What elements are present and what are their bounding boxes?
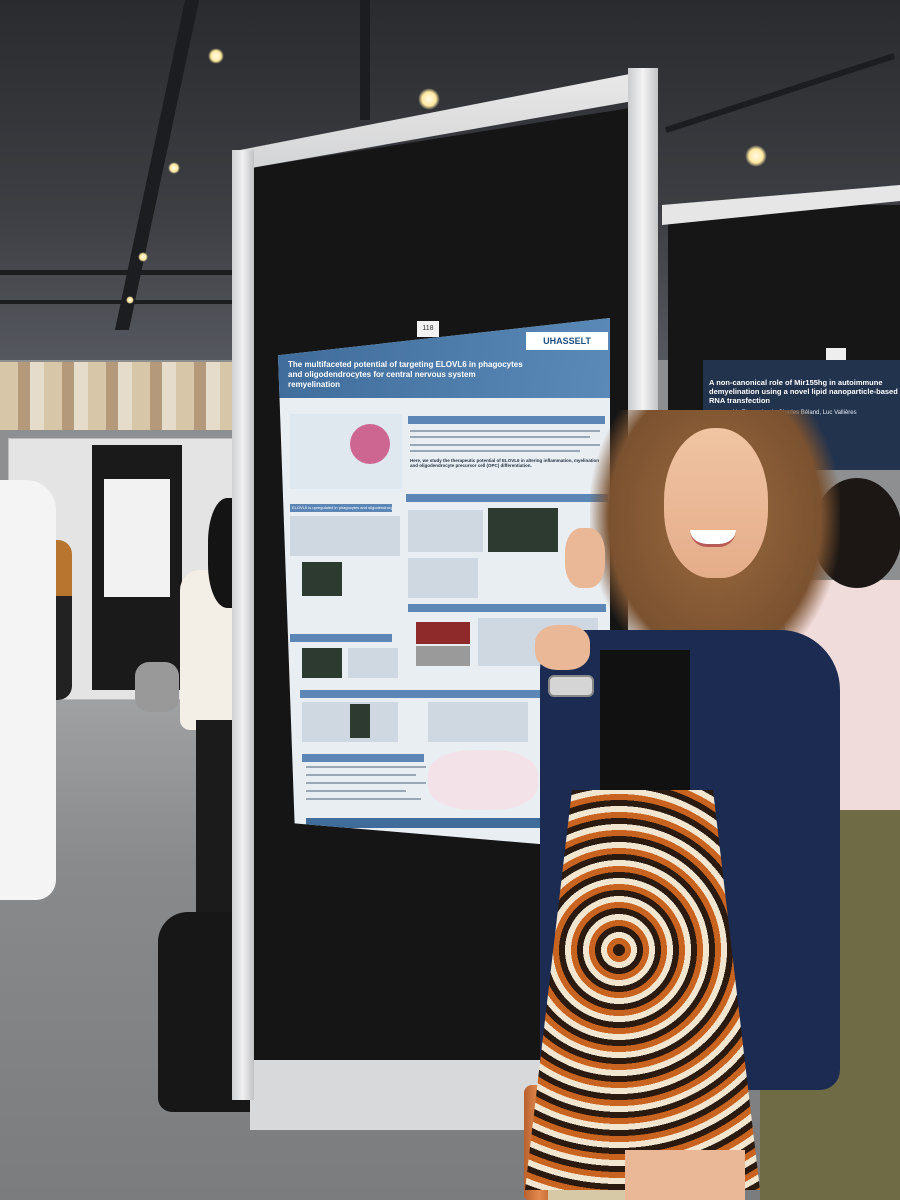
poster-text-line bbox=[306, 782, 426, 784]
poster-neuron-diagram bbox=[290, 414, 402, 489]
ceiling-lamp bbox=[418, 88, 440, 110]
background-board bbox=[92, 445, 182, 690]
poster-micrograph bbox=[302, 648, 342, 678]
poster-micrograph bbox=[302, 562, 342, 596]
poster-section-header: ELOVL6 is upregulated in phagocytes and … bbox=[290, 504, 392, 512]
ceiling-beam bbox=[664, 53, 896, 133]
university-logo: UHASSELT bbox=[526, 332, 608, 350]
poster-text-line bbox=[306, 766, 426, 768]
ceiling-lamp bbox=[745, 145, 767, 167]
neighbor-poster-title: A non-canonical role of Mir155hg in auto… bbox=[709, 378, 898, 405]
poster-title: The multifaceted potential of targeting … bbox=[288, 360, 523, 389]
ceiling-lamp bbox=[126, 296, 134, 304]
poster-section-header bbox=[300, 690, 602, 698]
wall-mural bbox=[0, 362, 250, 430]
neighbor-board-number bbox=[826, 348, 846, 360]
poster-hypothesis: Here, we study the therapeutic potential… bbox=[410, 458, 600, 468]
poster-conclusion-diagram bbox=[428, 750, 538, 810]
poster-section-header bbox=[406, 494, 608, 502]
ceiling-lamp bbox=[208, 48, 224, 64]
poster-text-line bbox=[306, 790, 406, 792]
poster-plot bbox=[348, 648, 398, 678]
ceiling-lamp bbox=[168, 162, 180, 174]
poster-text-line bbox=[306, 774, 416, 776]
wrist-watch bbox=[548, 675, 594, 697]
poster-bar-chart bbox=[408, 558, 478, 598]
poster-text-line bbox=[410, 450, 580, 452]
presenter-smile bbox=[690, 530, 736, 547]
poster-bar-chart bbox=[290, 516, 400, 556]
poster-text-line bbox=[306, 798, 421, 800]
poster-section-header bbox=[408, 416, 605, 424]
ceiling-beam bbox=[0, 270, 240, 275]
poster-footer bbox=[306, 818, 608, 828]
presenter-pointing-hand bbox=[535, 625, 590, 670]
ceiling-truss bbox=[360, 0, 370, 120]
poster-micrograph bbox=[416, 646, 470, 666]
presenter-pointing-hand bbox=[565, 528, 605, 588]
presenter-patterned-skirt bbox=[525, 790, 760, 1190]
neuron-illustration bbox=[350, 424, 390, 464]
ceiling-beam bbox=[0, 300, 240, 304]
poster-micrograph bbox=[488, 508, 558, 552]
poster-text-line bbox=[410, 436, 590, 438]
poster-micrograph bbox=[350, 704, 370, 738]
foreground-white-coat bbox=[0, 480, 56, 900]
poster-bar-chart bbox=[428, 702, 528, 742]
presenter-legs bbox=[625, 1150, 745, 1200]
background-poster bbox=[104, 479, 170, 597]
poster-section-header bbox=[302, 754, 424, 762]
poster-micrograph bbox=[416, 622, 470, 644]
presenter-face bbox=[664, 428, 768, 578]
poster-text-line bbox=[410, 444, 600, 446]
poster-bar-chart bbox=[408, 510, 483, 552]
poster-section-header bbox=[290, 634, 392, 642]
board-frame-left bbox=[232, 150, 254, 1100]
background-backpack bbox=[135, 662, 179, 712]
poster-section-header bbox=[408, 604, 606, 612]
presenter-top bbox=[600, 650, 690, 790]
board-number: 118 bbox=[417, 321, 439, 337]
ceiling-truss bbox=[114, 0, 200, 330]
ceiling-lamp bbox=[138, 252, 148, 262]
poster-text-line bbox=[410, 430, 600, 432]
